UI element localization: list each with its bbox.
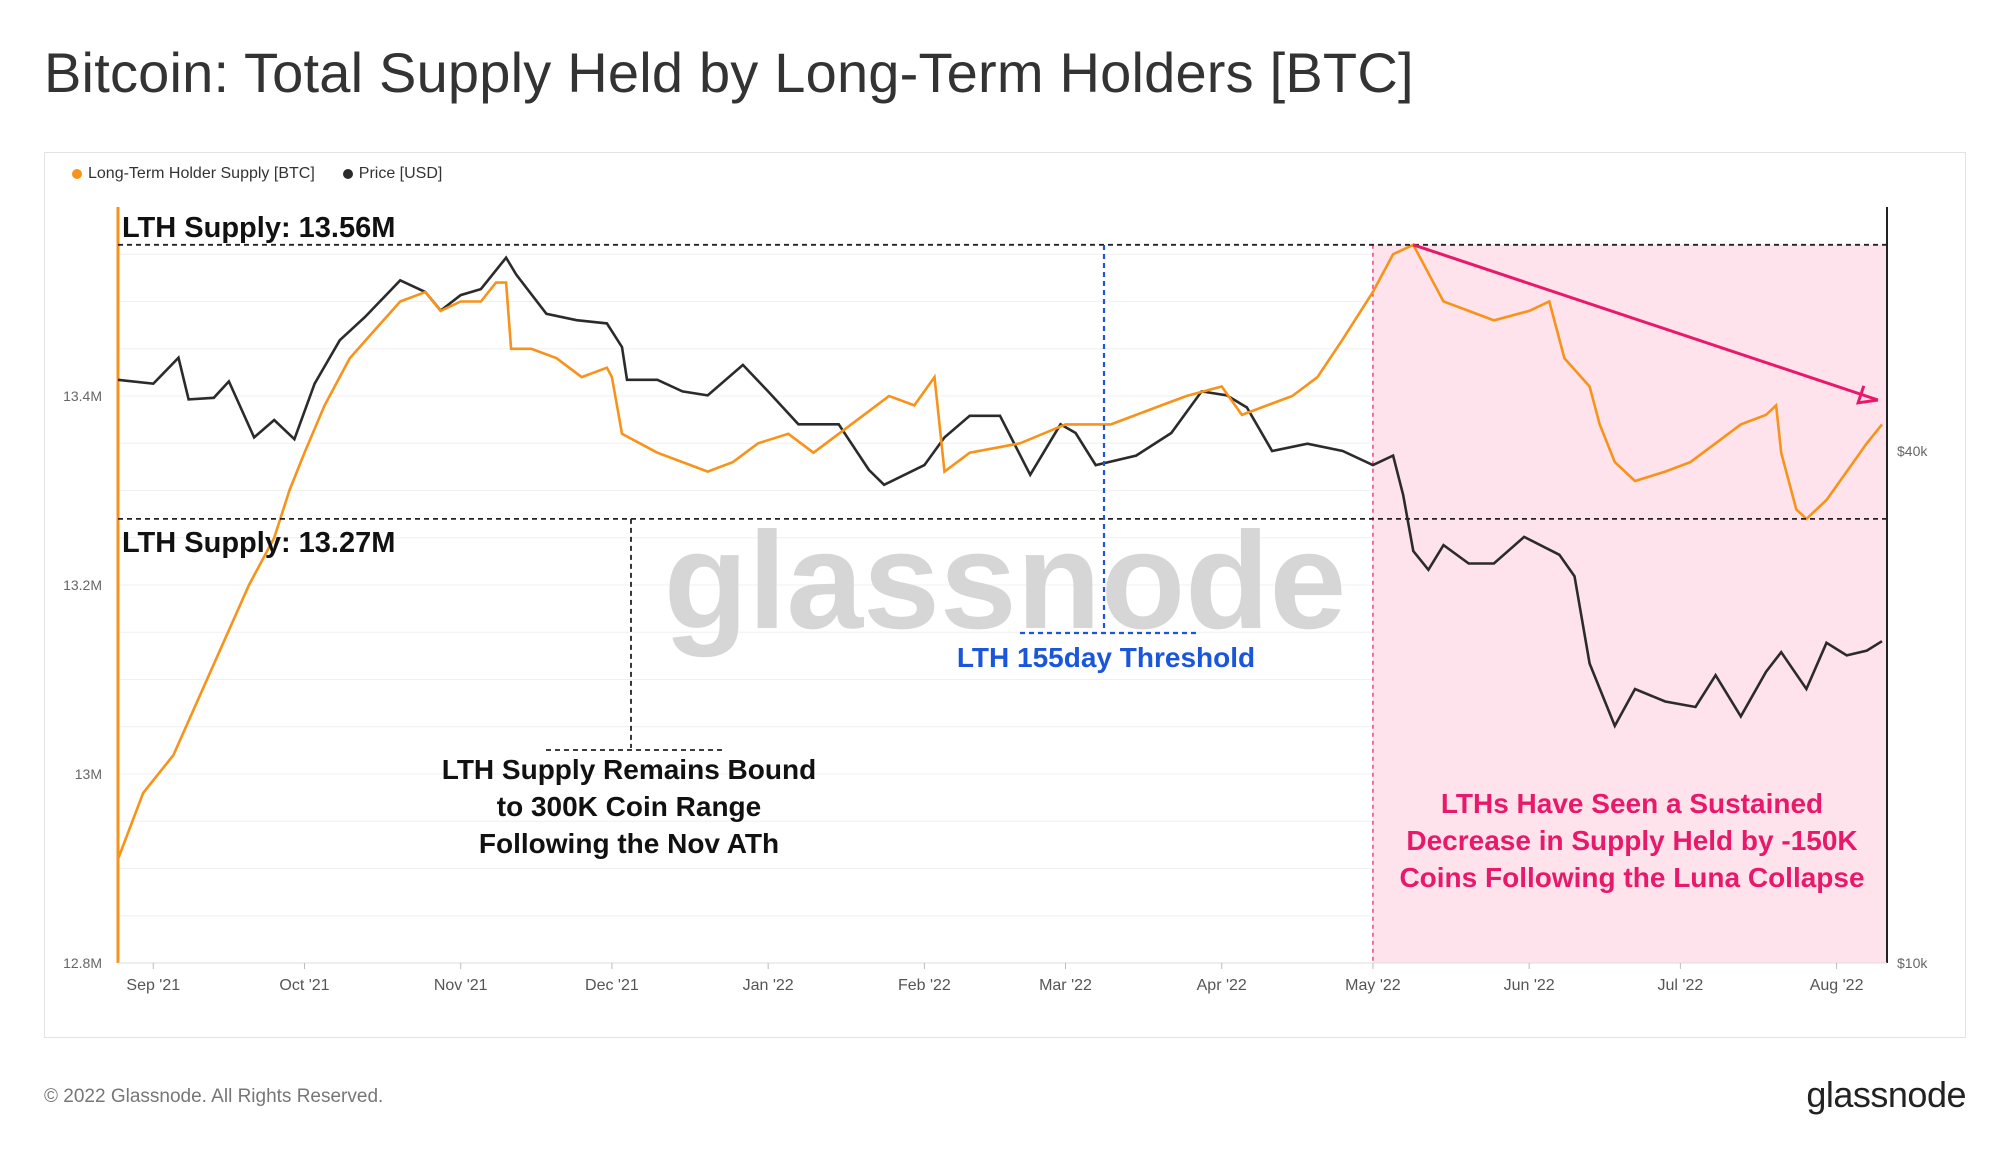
footer-copyright: © 2022 Glassnode. All Rights Reserved. <box>44 1086 384 1107</box>
x-tick-label: May '22 <box>1345 977 1401 994</box>
y-right-tick-label: $40k <box>1897 443 1928 459</box>
x-tick-label: Mar '22 <box>1039 977 1092 994</box>
x-tick-label: Apr '22 <box>1197 977 1247 994</box>
legend-item-supply[interactable]: Long-Term Holder Supply [BTC] <box>72 165 315 183</box>
x-tick-label: Aug '22 <box>1810 977 1864 994</box>
top-level-label: LTH Supply: 13.56M <box>122 212 395 244</box>
range-note-line: Following the Nov ATh <box>479 828 779 859</box>
bottom-level-label: LTH Supply: 13.27M <box>122 527 395 559</box>
decline-arrow-line <box>1412 243 1879 402</box>
y-left-tick-label: 13.2M <box>63 577 102 593</box>
legend-label-supply: Long-Term Holder Supply [BTC] <box>88 165 315 182</box>
legend: Long-Term Holder Supply [BTC] Price [USD… <box>72 165 442 183</box>
legend-label-price: Price [USD] <box>358 165 443 182</box>
supply-line <box>116 243 1884 860</box>
legend-dot-supply <box>72 169 82 179</box>
annotation-layer: LTH Supply: 13.56M LTH Supply: 13.27M LTH … <box>118 212 1887 893</box>
luna-note-line: LTHs Have Seen a Sustained <box>1441 788 1823 819</box>
x-tick-label: Sep '21 <box>126 977 180 994</box>
y-left-tick-label: 13.4M <box>63 388 102 404</box>
x-tick-label: Jun '22 <box>1504 977 1555 994</box>
x-tick-label: Oct '21 <box>279 977 329 994</box>
x-tick-label: Dec '21 <box>585 977 639 994</box>
axes-layer: 12.8M 13M 13.2M 13.4M $10k $40k Sep '21 Oct '21… <box>63 207 1928 994</box>
y-left-tick-label: 12.8M <box>63 955 102 971</box>
threshold-label: LTH 155day Threshold <box>957 642 1255 673</box>
x-tick-label: Nov '21 <box>434 977 488 994</box>
footer-logo[interactable]: glassnode <box>1806 1074 1966 1115</box>
x-tick-label: Feb '22 <box>898 977 951 994</box>
y-right-tick-label: $10k <box>1897 955 1928 971</box>
legend-dot-price <box>342 169 353 179</box>
range-note-line: LTH Supply Remains Bound <box>442 754 816 785</box>
x-tick-label: Jan '22 <box>743 977 794 994</box>
legend-item-price[interactable]: Price [USD] <box>342 165 443 183</box>
luna-note-line: Coins Following the Luna Collapse <box>1399 862 1864 893</box>
x-tick-label: Jul '22 <box>1657 977 1703 994</box>
luna-highlight-region <box>1372 244 1887 964</box>
watermark-text: glassnode <box>664 504 1347 658</box>
range-note-line: to 300K Coin Range <box>497 791 761 822</box>
luna-note-line: Decrease in Supply Held by -150K <box>1406 825 1857 856</box>
y-left-tick-label: 13M <box>75 766 102 782</box>
page-title: Bitcoin: Total Supply Held by Long-Term … <box>44 41 1414 104</box>
decline-arrow-head <box>1855 385 1879 405</box>
